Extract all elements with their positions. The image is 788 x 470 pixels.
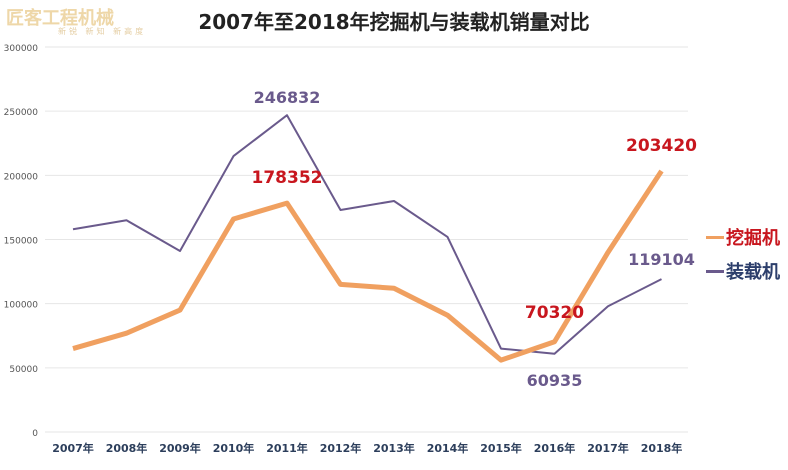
x-tick-label: 2012年 <box>320 441 362 455</box>
y-tick-label: 300000 <box>4 44 39 54</box>
y-tick-label: 250000 <box>4 108 39 118</box>
data-label: 178352 <box>252 168 323 188</box>
series-line-excavator <box>72 169 664 363</box>
data-label: 119104 <box>628 250 695 269</box>
series-line-loader <box>72 114 662 355</box>
logo: 匠客工程机械 <box>6 8 114 29</box>
x-tick-label: 2008年 <box>106 441 148 455</box>
x-tick-label: 2014年 <box>427 441 469 455</box>
data-label: 203420 <box>626 136 697 156</box>
legend-label: 装载机 <box>726 262 780 283</box>
legend-item-excavator: 挖掘机 <box>706 224 780 250</box>
x-tick-label: 2009年 <box>159 441 201 455</box>
x-tick-label: 2018年 <box>641 441 683 455</box>
legend-swatch-excavator <box>706 235 724 239</box>
legend-swatch-loader <box>706 269 724 273</box>
legend-label: 挖掘机 <box>726 228 780 249</box>
y-tick-label: 100000 <box>4 301 39 311</box>
x-tick-label: 2007年 <box>52 441 94 455</box>
x-tick-label: 2013年 <box>373 441 415 455</box>
data-label: 70320 <box>525 303 584 323</box>
chart-title: 2007年至2018年挖掘机与装载机销量对比 <box>198 10 590 34</box>
x-tick-label: 2015年 <box>480 441 522 455</box>
logo-slogan: 新锐 新知 新高度 <box>58 27 147 36</box>
x-tick-label: 2016年 <box>534 441 576 455</box>
data-label: 60935 <box>527 371 583 390</box>
x-tick-label: 2011年 <box>266 441 308 455</box>
y-tick-label: 0 <box>32 429 38 439</box>
x-tick-label: 2017年 <box>587 441 629 455</box>
data-label: 246832 <box>254 88 321 107</box>
y-tick-label: 150000 <box>4 237 39 247</box>
y-tick-label: 50000 <box>9 365 38 375</box>
legend-item-loader: 装载机 <box>706 258 780 284</box>
y-tick-label: 200000 <box>4 172 39 182</box>
x-tick-label: 2010年 <box>213 441 255 455</box>
